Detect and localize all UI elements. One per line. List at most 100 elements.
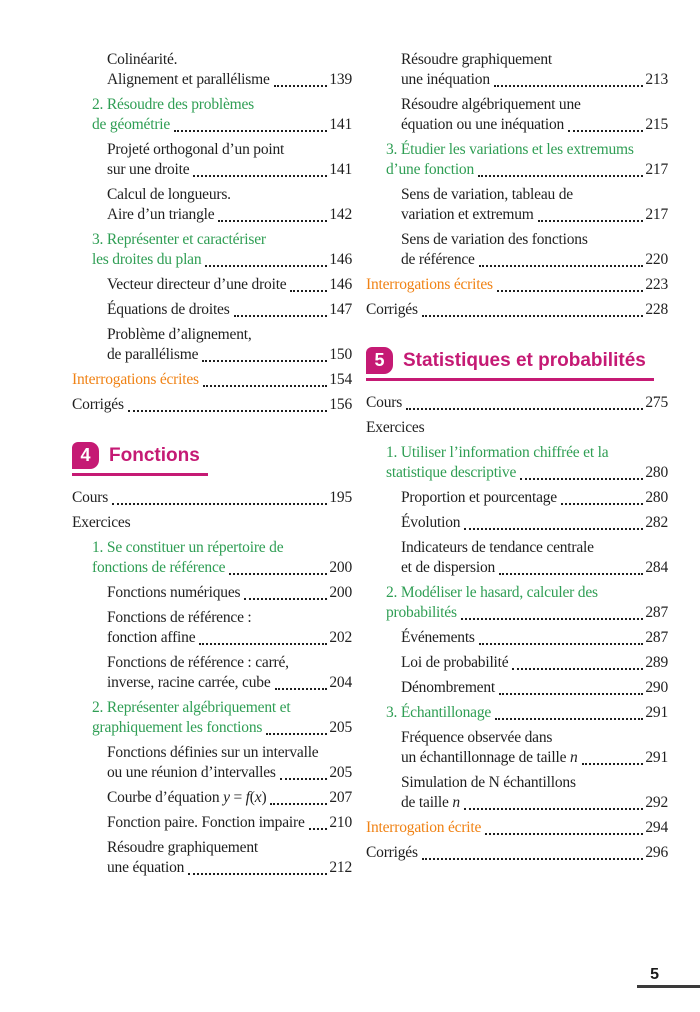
toc-entry-line: Problème d’alignement, [107,326,252,343]
toc-entry-label: Interrogation écrite [366,819,482,836]
toc-entry: Équations de droites 147 [107,300,352,320]
toc-entry-page-number: 207 [329,789,352,806]
toc-entry-line: 2. Représenter algébriquement et [92,699,291,716]
dotted-leader [266,733,328,735]
dotted-leader [202,385,328,387]
toc-entry-page-number: 294 [645,819,668,836]
toc-entry: Corrigés 296 [366,843,668,863]
toc-entry-label: de parallélisme [107,346,199,363]
toc-entry: Sens de variation des fonctions de référe… [401,230,668,270]
toc-entry-page-number: 141 [329,161,352,178]
toc-entry-page-number: 290 [645,679,668,696]
dotted-leader [493,85,644,87]
toc-entry: Vecteur directeur d’une droite 146 [107,275,352,295]
dotted-leader [199,643,328,645]
toc-entry-label: les droites du plan [92,251,202,268]
toc-entry-label: Corrigés [366,301,418,318]
toc-entry: Problème d’alignement, de parallélisme 150 [107,325,352,365]
toc-entry: Interrogations écrites 154 [72,370,352,390]
toc-entry-page-number: 150 [329,346,352,363]
toc-entry: Résoudre algébriquement une équation ou u… [401,95,668,135]
dotted-leader [568,130,644,132]
toc-entry-page-number: 280 [645,464,668,481]
toc-entry-label: 3. Échantillonage [386,704,492,721]
footer-rule [637,985,700,988]
toc-entry-label: Fonction paire. Fonction impaire [107,814,305,831]
dotted-leader [537,220,644,222]
dotted-leader [499,693,644,695]
toc-entry: Dénombrement 290 [401,678,668,698]
dotted-leader [495,718,644,720]
toc-entry-label: sur une droite [107,161,190,178]
toc-entry: Fonction paire. Fonction impaire 210 [107,813,352,833]
toc-entry-page-number: 275 [645,394,668,411]
dotted-leader [308,828,328,830]
dotted-leader [202,360,328,362]
dotted-leader [244,598,328,600]
toc-entry: Fonctions définies sur un intervalle ou u… [107,743,352,783]
toc-entry: Fonctions de référence : fonction affine 2… [107,608,352,648]
toc-entry-label: Loi de probabilité [401,654,509,671]
dotted-leader [290,290,328,292]
dotted-leader [512,668,644,670]
toc-entry-label: probabilités [386,604,457,621]
toc-entry: 3. Représenter et caractériser les droite… [92,230,352,270]
toc-entry-line: Fréquence observée dans [401,729,553,746]
toc-entry-line: Colinéarité. [107,51,178,68]
dotted-leader [485,833,644,835]
toc-entry: 2. Modéliser le hasard, calculer des prob… [386,583,668,623]
dotted-leader [273,85,328,87]
toc-entry-page-number: 205 [329,764,352,781]
dotted-leader [406,408,644,410]
toc-entry-line: Projeté orthogonal d’un point [107,141,285,158]
toc-entry-page-number: 292 [645,794,668,811]
toc-entry-page-number: 141 [329,116,352,133]
toc-entry-page-number: 282 [645,514,668,531]
toc-entry-label: de géométrie [92,116,171,133]
toc-entry: Fonctions de référence : carré, inverse, … [107,653,352,693]
toc-entry-page-number: 147 [329,301,352,318]
toc-entry-page-number: 217 [645,206,668,223]
toc-entry-label: fonctions de référence [92,559,226,576]
toc-entry-label: de taille n [401,794,460,811]
toc-entry-line: Fonctions de référence : [107,609,252,626]
toc-entry: Projeté orthogonal d’un point sur une dro… [107,140,352,180]
toc-entry-label: Proportion et pourcentage [401,489,557,506]
toc-entry: 1. Se constituer un répertoire de fonctio… [92,538,352,578]
toc-entry-line: Fonctions définies sur un intervalle [107,744,319,761]
toc-entry-label: un échantillonnage de taille n [401,749,578,766]
dotted-leader [478,175,644,177]
toc-entry: Corrigés 228 [366,300,668,320]
toc-entry-label: Équations de droites [107,301,230,318]
toc-entry: Proportion et pourcentage 280 [401,488,668,508]
toc-chapter-header: 4 Fonctions [72,442,208,476]
toc-entry-label: équation ou une inéquation [401,116,565,133]
toc-entry-page-number: 287 [645,629,668,646]
toc-entry: Loi de probabilité 289 [401,653,668,673]
toc-entry: Fonctions numériques 200 [107,583,352,603]
toc-entry-page-number: 212 [329,859,352,876]
toc-entry-page-number: 228 [645,301,668,318]
dotted-leader [205,265,328,267]
dotted-leader [520,478,644,480]
toc-entry-line: Simulation de N échantillons [401,774,576,791]
toc-entry-page-number: 195 [329,489,352,506]
toc-entry-page-number: 205 [329,719,352,736]
chapter-title: Fonctions [109,444,200,466]
toc-entry-page-number: 213 [645,71,668,88]
toc-entry-page-number: 200 [329,584,352,601]
toc-entry-line: Sens de variation, tableau de [401,186,573,203]
dotted-leader [460,618,644,620]
toc-entry-page-number: 146 [329,251,352,268]
footer-page-number: 5 [650,966,659,983]
toc-entry-label: et de dispersion [401,559,496,576]
toc-entry-page-number: 289 [645,654,668,671]
toc-entry-page-number: 139 [329,71,352,88]
dotted-leader [421,315,644,317]
dotted-leader [279,778,328,780]
toc-entry-page-number: 204 [329,674,352,691]
dotted-leader [478,265,644,267]
dotted-leader [464,528,644,530]
toc-entry-label: Corrigés [72,396,124,413]
